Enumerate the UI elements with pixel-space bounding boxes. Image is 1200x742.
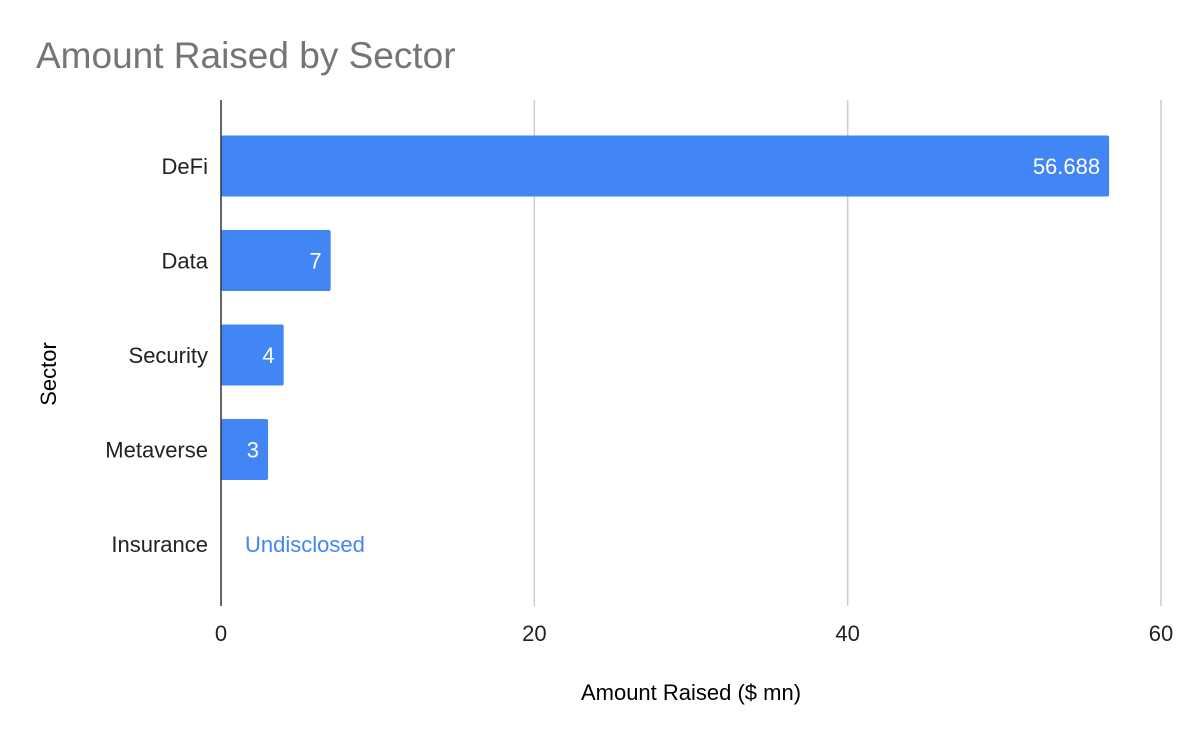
y-tick-label: Insurance [111, 532, 208, 557]
y-tick-labels: DeFi Data Security Metaverse Insurance [105, 154, 208, 557]
bar [221, 324, 284, 386]
bar [221, 230, 331, 291]
y-tick-label: Data [162, 249, 209, 274]
y-axis-title: Sector [36, 342, 61, 406]
data-label: 56.688 [1033, 154, 1100, 179]
data-label: 7 [309, 249, 321, 274]
x-axis-title: Amount Raised ($ mn) [581, 680, 801, 705]
chart-title: Amount Raised by Sector [36, 35, 456, 76]
data-label: Undisclosed [245, 532, 365, 557]
x-tick-label: 20 [522, 621, 546, 646]
x-tick-labels: 0 20 40 60 [215, 621, 1173, 646]
y-tick-label: DeFi [162, 154, 208, 179]
y-tick-label: Metaverse [105, 438, 208, 463]
bar [221, 135, 1110, 197]
data-label: 4 [262, 343, 274, 368]
bars [221, 135, 1110, 480]
x-tick-label: 40 [835, 621, 859, 646]
data-label: 3 [247, 438, 259, 463]
bar [221, 419, 268, 480]
x-tick-label: 60 [1149, 621, 1173, 646]
data-labels: 56.688 7 4 3 Undisclosed [245, 154, 1100, 557]
y-tick-label: Security [129, 343, 208, 368]
x-tick-label: 0 [215, 621, 227, 646]
